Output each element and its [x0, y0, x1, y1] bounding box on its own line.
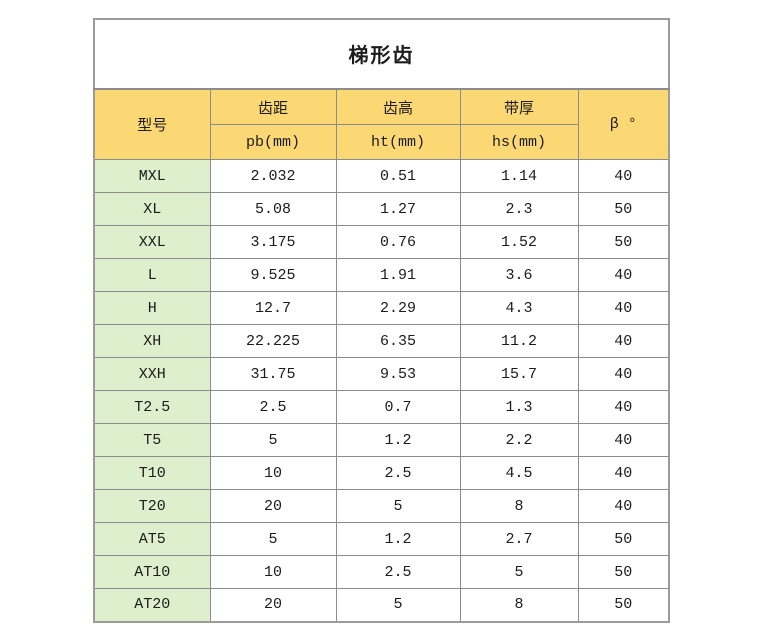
hs-cell: 15.7	[459, 357, 579, 391]
title-row: 梯形齿	[93, 18, 670, 90]
col-header-beta-angle: β °	[577, 88, 670, 160]
table-row-t10: T10 10 2.5 4.5 40	[93, 456, 670, 490]
beta-cell: 50	[577, 192, 670, 226]
header-row-labels: 型号 齿距 齿高 带厚 β °	[93, 88, 670, 160]
table-row-xh: XH 22.225 6.35 11.2 40	[93, 324, 670, 358]
table-row-t20: T20 20 5 8 40	[93, 489, 670, 523]
trapezoidal-tooth-spec-table: 梯形齿 型号 齿距 齿高 带厚 β ° pb(mm) ht(mm) hs(mm)…	[93, 18, 671, 623]
ht-cell: 0.7	[335, 390, 461, 424]
model-cell: AT20	[93, 588, 211, 622]
table-row-t2-5: T2.5 2.5 0.7 1.3 40	[93, 390, 670, 424]
pb-cell: 12.7	[209, 291, 337, 325]
hs-cell: 1.52	[459, 225, 579, 259]
hs-cell: 8	[459, 588, 579, 622]
beta-cell: 50	[577, 588, 670, 622]
ht-cell: 0.76	[335, 225, 461, 259]
col-header-belt-thickness: 带厚	[459, 88, 579, 125]
pb-cell: 20	[209, 489, 337, 523]
table-row-mxl: MXL 2.032 0.51 1.14 40	[93, 159, 670, 193]
model-cell: XXL	[93, 225, 211, 259]
table-title: 梯形齿	[93, 18, 670, 90]
model-cell: AT10	[93, 555, 211, 589]
model-cell: T2.5	[93, 390, 211, 424]
pb-cell: 20	[209, 588, 337, 622]
beta-cell: 40	[577, 489, 670, 523]
ht-cell: 1.2	[335, 423, 461, 457]
table-row-xl: XL 5.08 1.27 2.3 50	[93, 192, 670, 226]
beta-cell: 50	[577, 225, 670, 259]
ht-cell: 1.27	[335, 192, 461, 226]
ht-cell: 6.35	[335, 324, 461, 358]
model-cell: H	[93, 291, 211, 325]
beta-cell: 40	[577, 324, 670, 358]
col-unit-pb: pb(mm)	[209, 124, 337, 160]
hs-cell: 4.3	[459, 291, 579, 325]
col-header-pitch: 齿距	[209, 88, 337, 125]
pb-cell: 2.5	[209, 390, 337, 424]
pb-cell: 22.225	[209, 324, 337, 358]
table-row-at5: AT5 5 1.2 2.7 50	[93, 522, 670, 556]
table-row-xxl: XXL 3.175 0.76 1.52 50	[93, 225, 670, 259]
beta-cell: 40	[577, 390, 670, 424]
beta-cell: 50	[577, 555, 670, 589]
ht-cell: 5	[335, 588, 461, 622]
col-header-model: 型号	[93, 88, 211, 160]
pb-cell: 2.032	[209, 159, 337, 193]
col-unit-ht: ht(mm)	[335, 124, 461, 160]
model-cell: T10	[93, 456, 211, 490]
table-row-at10: AT10 10 2.5 5 50	[93, 555, 670, 589]
pb-cell: 31.75	[209, 357, 337, 391]
beta-cell: 40	[577, 357, 670, 391]
hs-cell: 2.7	[459, 522, 579, 556]
ht-cell: 2.29	[335, 291, 461, 325]
beta-cell: 40	[577, 258, 670, 292]
model-cell: XH	[93, 324, 211, 358]
hs-cell: 2.2	[459, 423, 579, 457]
model-cell: MXL	[93, 159, 211, 193]
beta-cell: 40	[577, 423, 670, 457]
pb-cell: 9.525	[209, 258, 337, 292]
model-cell: T20	[93, 489, 211, 523]
model-cell: AT5	[93, 522, 211, 556]
beta-cell: 40	[577, 456, 670, 490]
ht-cell: 0.51	[335, 159, 461, 193]
hs-cell: 4.5	[459, 456, 579, 490]
pb-cell: 5.08	[209, 192, 337, 226]
pb-cell: 10	[209, 456, 337, 490]
model-cell: L	[93, 258, 211, 292]
model-cell: XL	[93, 192, 211, 226]
table-row-l: L 9.525 1.91 3.6 40	[93, 258, 670, 292]
hs-cell: 1.3	[459, 390, 579, 424]
model-cell: XXH	[93, 357, 211, 391]
hs-cell: 2.3	[459, 192, 579, 226]
hs-cell: 3.6	[459, 258, 579, 292]
model-cell: T5	[93, 423, 211, 457]
table-row-xxh: XXH 31.75 9.53 15.7 40	[93, 357, 670, 391]
table-row-t5: T5 5 1.2 2.2 40	[93, 423, 670, 457]
ht-cell: 1.91	[335, 258, 461, 292]
pb-cell: 3.175	[209, 225, 337, 259]
ht-cell: 1.2	[335, 522, 461, 556]
ht-cell: 5	[335, 489, 461, 523]
ht-cell: 2.5	[335, 456, 461, 490]
pb-cell: 5	[209, 423, 337, 457]
col-unit-hs: hs(mm)	[459, 124, 579, 160]
spec-table: 梯形齿 型号 齿距 齿高 带厚 β ° pb(mm) ht(mm) hs(mm)…	[93, 18, 671, 623]
hs-cell: 8	[459, 489, 579, 523]
table-row-h: H 12.7 2.29 4.3 40	[93, 291, 670, 325]
beta-cell: 40	[577, 291, 670, 325]
hs-cell: 11.2	[459, 324, 579, 358]
table-row-at20: AT20 20 5 8 50	[93, 588, 670, 622]
pb-cell: 10	[209, 555, 337, 589]
pb-cell: 5	[209, 522, 337, 556]
hs-cell: 1.14	[459, 159, 579, 193]
hs-cell: 5	[459, 555, 579, 589]
beta-cell: 50	[577, 522, 670, 556]
header-row-units: pb(mm) ht(mm) hs(mm)	[94, 124, 669, 160]
ht-cell: 9.53	[335, 357, 461, 391]
ht-cell: 2.5	[335, 555, 461, 589]
col-header-tooth-height: 齿高	[335, 88, 461, 125]
beta-cell: 40	[577, 159, 670, 193]
